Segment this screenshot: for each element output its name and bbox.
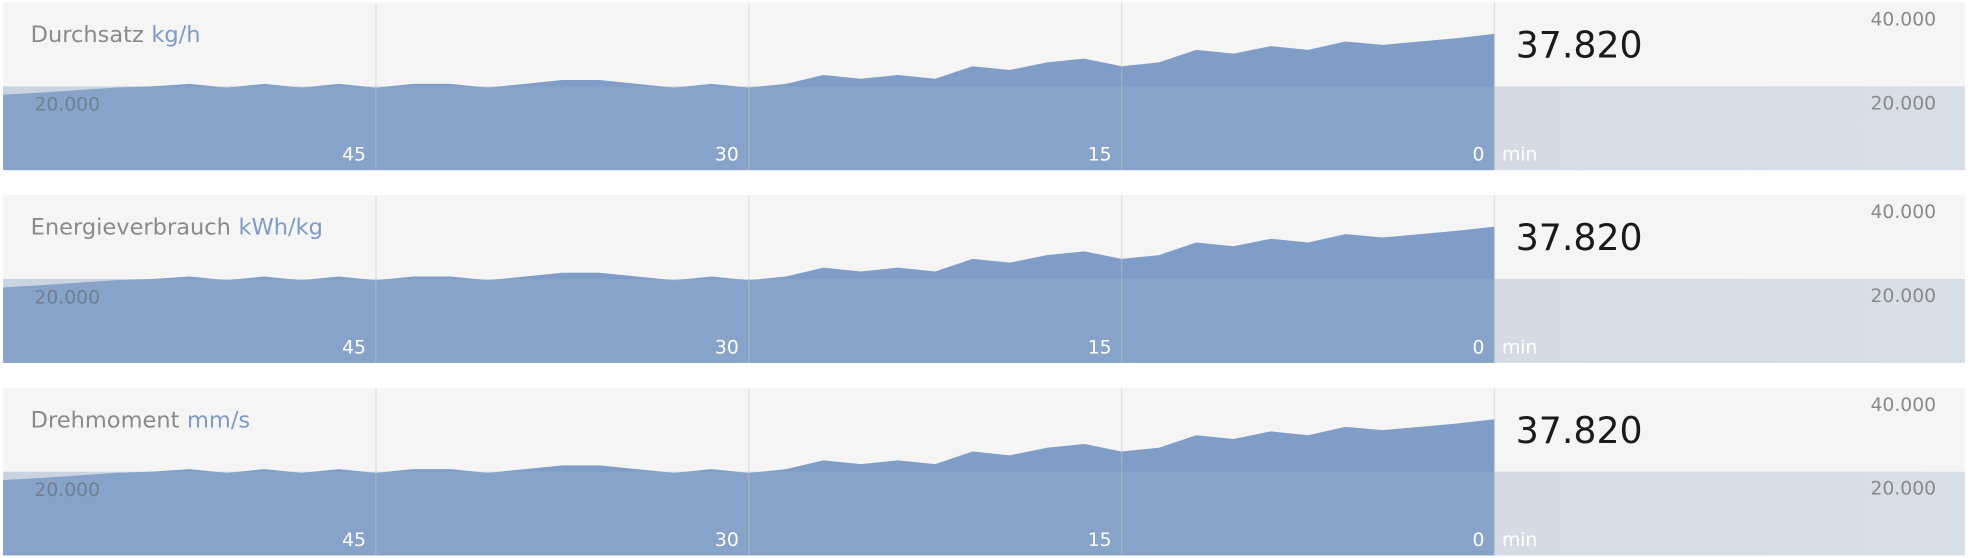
x-tick-label: 30 — [715, 530, 739, 551]
x-tick-label: 0 — [1473, 530, 1485, 551]
current-value: 37.820 — [1516, 216, 1643, 259]
x-unit: min — [1502, 145, 1537, 166]
chart-title: Energieverbrauch kWh/kg — [31, 214, 323, 240]
x-unit: min — [1502, 530, 1537, 551]
x-unit: min — [1502, 337, 1537, 358]
x-tick-label: 15 — [1088, 337, 1112, 358]
unit-text: mm/s — [187, 407, 250, 433]
chart-panel: 45 30 15 0 min 20.000 20.000 40.000 Durchsatz kg/… — [3, 2, 1965, 171]
area — [3, 226, 1495, 363]
unit-text: kWh/kg — [238, 214, 322, 240]
x-tick-label: 0 — [1473, 145, 1485, 166]
title-text: Durchsatz — [31, 22, 144, 48]
y-tick-label: 40.000 — [1870, 395, 1936, 416]
x-tick-label: 30 — [715, 337, 739, 358]
unit-text: kg/h — [151, 22, 200, 48]
lower-band-overlay — [3, 86, 1495, 171]
lower-band-overlay — [3, 471, 1495, 556]
current-value: 37.820 — [1516, 24, 1643, 67]
x-tick-label: 45 — [342, 530, 366, 551]
x-tick-label: 15 — [1088, 530, 1112, 551]
title-text: Drehmoment — [31, 407, 180, 433]
title-text: Energieverbrauch — [31, 214, 231, 240]
y-tick-label: 20.000 — [1870, 479, 1936, 500]
x-tick-label: 15 — [1088, 145, 1112, 166]
y-tick-label: 20.000 — [1870, 93, 1936, 114]
area — [3, 419, 1495, 556]
area — [3, 33, 1495, 171]
y-tick-label-left: 20.000 — [34, 480, 100, 501]
y-tick-label: 40.000 — [1870, 202, 1936, 223]
chart-panel: 45 30 15 0 min 20.000 20.000 40.000 Drehmoment mm… — [3, 387, 1965, 556]
x-tick-label: 45 — [342, 337, 366, 358]
y-tick-label-left: 20.000 — [34, 95, 100, 116]
x-tick-label: 45 — [342, 145, 366, 166]
x-tick-label: 0 — [1473, 337, 1485, 358]
y-tick-label: 40.000 — [1870, 10, 1936, 31]
y-tick-label: 20.000 — [1870, 286, 1936, 307]
current-value: 37.820 — [1516, 409, 1643, 452]
chart-title: Drehmoment mm/s — [31, 407, 251, 433]
chart-title: Durchsatz kg/h — [31, 22, 201, 48]
lower-band-overlay — [3, 279, 1495, 363]
x-tick-label: 30 — [715, 145, 739, 166]
chart-panel: 45 30 15 0 min 20.000 20.000 40.000 Energieverbr… — [3, 195, 1965, 363]
y-tick-label-left: 20.000 — [34, 287, 100, 308]
